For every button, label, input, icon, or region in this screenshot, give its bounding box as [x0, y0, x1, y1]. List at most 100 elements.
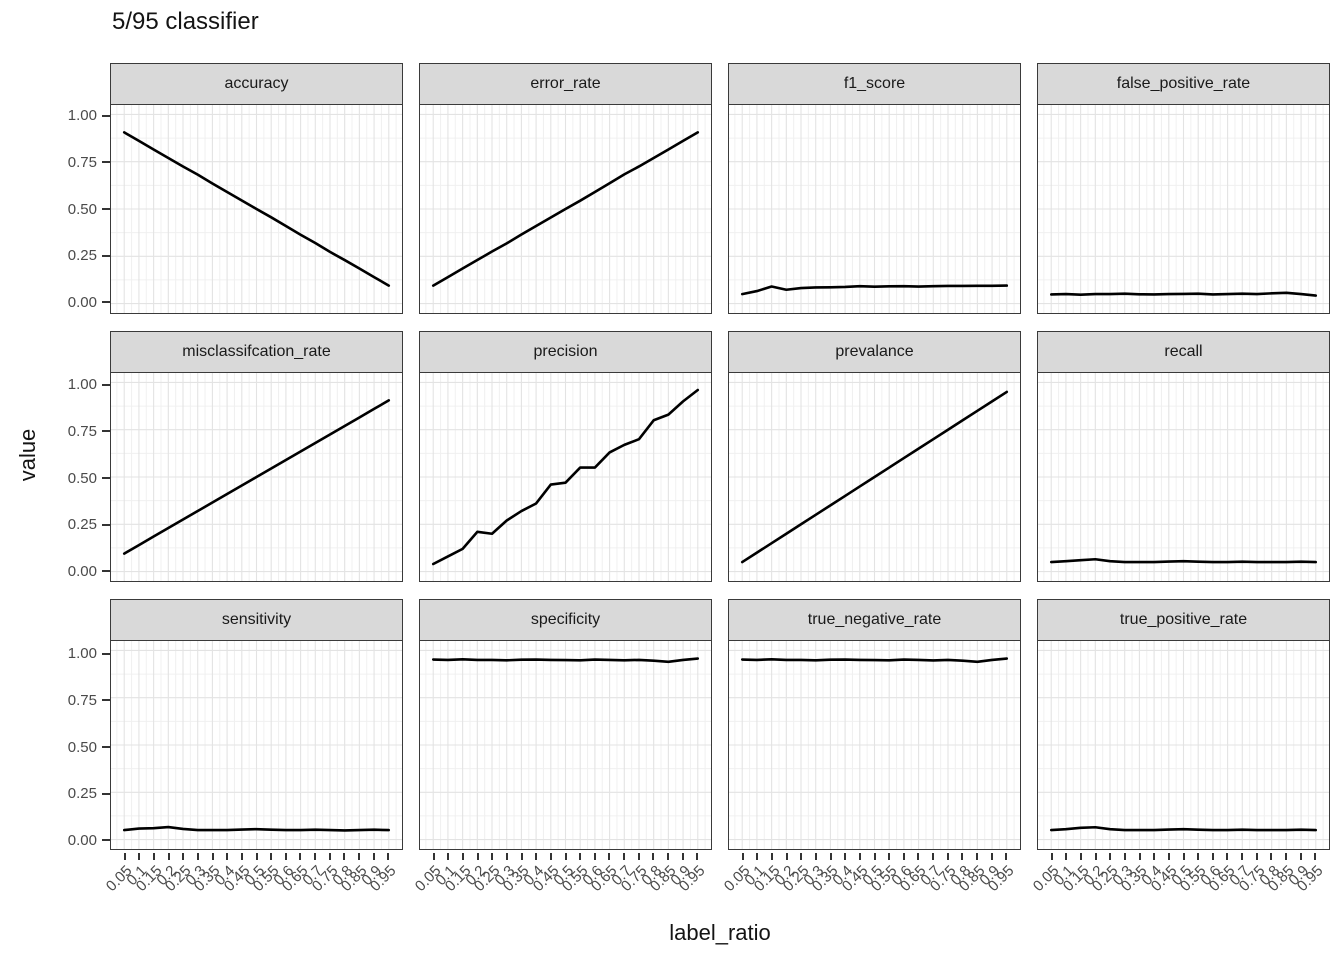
y-tick-mark [102, 383, 110, 386]
x-tick-mark [946, 853, 949, 860]
y-tick-mark [102, 523, 110, 526]
x-tick-mark [387, 853, 390, 860]
x-tick-mark [858, 853, 861, 860]
facet-panel [1037, 372, 1330, 582]
gridlines-major [420, 641, 711, 849]
x-tick-mark [917, 853, 920, 860]
data-line-recall [1049, 557, 1318, 564]
x-tick-mark [1255, 853, 1258, 860]
y-tick-mark [102, 254, 110, 257]
facet-precision: precision [419, 331, 712, 582]
panel-svg-misclassifcation_rate [111, 373, 402, 581]
x-tick-mark [123, 853, 126, 860]
panel-svg-true_negative_rate [729, 641, 1020, 849]
y-tick-label: 1.00 [67, 376, 97, 394]
x-tick-mark [637, 853, 640, 860]
x-tick-mark [932, 853, 935, 860]
panel-svg-accuracy [111, 105, 402, 313]
x-tick-mark [1050, 853, 1053, 860]
x-tick-mark [1138, 853, 1141, 860]
facet-strip-label: accuracy [224, 75, 289, 92]
x-tick-mark [1314, 853, 1317, 860]
gridlines-minor [420, 373, 711, 581]
facet-error_rate: error_rate [419, 63, 712, 314]
y-tick-mark [102, 839, 110, 842]
facet-grid: accuracy error_rate f1_score false_positive… [110, 63, 1330, 850]
facet-panel [419, 640, 712, 850]
facet-strip: sensitivity [110, 599, 403, 641]
x-tick-mark [1065, 853, 1068, 860]
x-tick-mark [1005, 853, 1008, 860]
chart-title: 5/95 classifier [112, 8, 259, 35]
x-tick-mark [461, 853, 464, 860]
x-tick-mark [844, 853, 847, 860]
facet-accuracy: accuracy [110, 63, 403, 314]
facet-strip: prevalance [728, 331, 1021, 373]
facet-strip-label: sensitivity [221, 611, 292, 628]
x-tick-mark [491, 853, 494, 860]
y-tick-mark [102, 570, 110, 573]
panel-svg-error_rate [420, 105, 711, 313]
y-tick-label: 0.25 [67, 247, 97, 265]
y-tick-mark [102, 652, 110, 655]
x-tick-mark [976, 853, 979, 860]
gridlines-major [1038, 105, 1329, 313]
x-tick-mark [343, 853, 346, 860]
facet-panel [1037, 640, 1330, 850]
x-tick-mark [152, 853, 155, 860]
gridlines-major [111, 641, 402, 849]
x-tick-mark [623, 853, 626, 860]
gridlines-major [111, 373, 402, 581]
facet-panel [419, 104, 712, 314]
gridlines-major [420, 373, 711, 581]
facet-true_positive_rate: true_positive_rate [1037, 599, 1330, 850]
x-tick-mark [1299, 853, 1302, 860]
facet-f1_score: f1_score [728, 63, 1021, 314]
x-tick-mark [902, 853, 905, 860]
x-tick-mark [814, 853, 817, 860]
y-tick-label: 0.00 [67, 293, 97, 311]
panel-svg-f1_score [729, 105, 1020, 313]
x-tick-mark [756, 853, 759, 860]
y-tick-mark [102, 114, 110, 117]
panel-svg-prevalance [729, 373, 1020, 581]
data-line-sensitivity [122, 825, 391, 832]
facet-strip: true_negative_rate [728, 599, 1021, 641]
y-tick-label: 0.75 [67, 153, 97, 171]
y-tick-label: 0.75 [67, 691, 97, 709]
facet-panel [728, 372, 1021, 582]
facet-panel [728, 104, 1021, 314]
x-tick-mark [770, 853, 773, 860]
facet-strip: specificity [419, 599, 712, 641]
panel-svg-recall [1038, 373, 1329, 581]
facet-panel [110, 640, 403, 850]
facet-true_negative_rate: true_negative_rate [728, 599, 1021, 850]
x-tick-mark [1153, 853, 1156, 860]
y-tick-label: 0.00 [67, 562, 97, 580]
facet-panel [728, 640, 1021, 850]
panel-svg-precision [420, 373, 711, 581]
facet-strip-label: true_negative_rate [807, 611, 942, 628]
x-tick-mark [520, 853, 523, 860]
x-tick-mark [284, 853, 287, 860]
x-tick-mark [564, 853, 567, 860]
facet-strip-label: recall [1164, 343, 1203, 360]
y-tick-mark [102, 430, 110, 433]
facet-panel [110, 104, 403, 314]
panel-svg-specificity [420, 641, 711, 849]
y-tick-mark [102, 699, 110, 702]
x-tick-mark [505, 853, 508, 860]
facet-strip-label: true_positive_rate [1119, 611, 1248, 628]
x-tick-mark [873, 853, 876, 860]
gridlines-major [111, 105, 402, 313]
x-tick-mark [1211, 853, 1214, 860]
data-line-misclassifcation_rate [122, 399, 391, 555]
x-tick-mark [328, 853, 331, 860]
facet-strip-label: error_rate [530, 75, 601, 92]
y-tick-mark [102, 477, 110, 479]
data-line-true_negative_rate [740, 657, 1009, 664]
gridlines-major [420, 105, 711, 313]
x-tick-mark [432, 853, 435, 860]
facet-strip: false_positive_rate [1037, 63, 1330, 105]
